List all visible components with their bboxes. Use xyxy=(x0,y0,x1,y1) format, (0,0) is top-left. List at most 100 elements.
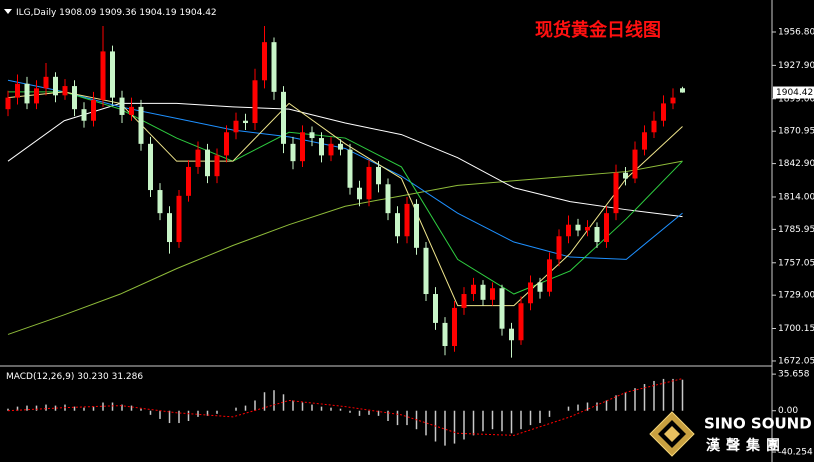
candle-body xyxy=(404,203,410,237)
y-tick-label: 0.00 xyxy=(778,406,798,416)
candle-body xyxy=(575,224,581,231)
candle-body xyxy=(433,294,438,323)
candle-body xyxy=(499,288,505,329)
y-tick-label: 1899.00 xyxy=(778,94,814,104)
candle-body xyxy=(186,166,191,196)
candle-body xyxy=(262,42,267,81)
chart-title: 现货黄金日线图 xyxy=(535,19,661,41)
candle-body xyxy=(452,307,457,347)
candle-body xyxy=(490,288,495,300)
candle-body xyxy=(604,213,609,243)
candle-body xyxy=(376,166,381,185)
candle-body xyxy=(385,184,391,214)
candle-body xyxy=(138,106,144,144)
candle-body xyxy=(205,149,210,177)
candle-body xyxy=(34,88,39,104)
candle-body xyxy=(290,143,296,162)
candle-body xyxy=(480,284,486,300)
y-tick-label: 1870.95 xyxy=(778,127,814,137)
candle-body xyxy=(271,42,277,92)
candle-body xyxy=(528,282,533,304)
candle-body xyxy=(366,166,372,200)
candle-body xyxy=(642,132,647,150)
candle-body xyxy=(15,83,20,98)
high-readout: 1909.36 xyxy=(99,8,136,18)
logo-subtitle: 漢聲集團 xyxy=(706,437,786,454)
y-tick-label: 1814.00 xyxy=(778,192,814,202)
candle-body xyxy=(623,172,628,179)
y-tick-label: -40.254 xyxy=(778,448,813,458)
candle-body xyxy=(414,203,419,248)
candle-body xyxy=(547,259,552,292)
y-tick-label: 1785.95 xyxy=(778,225,814,235)
macd-readout: MACD(12,26,9) 30.230 31.286 xyxy=(6,372,143,382)
y-tick-label: 1927.90 xyxy=(778,61,814,71)
candle-body xyxy=(214,155,220,177)
candle-body xyxy=(62,86,68,96)
candle-body xyxy=(319,138,324,156)
logo: SINO SOUND 漢聲集團 xyxy=(649,411,812,457)
candle-body xyxy=(471,284,476,295)
candle-body xyxy=(442,322,448,347)
candle-body xyxy=(81,109,87,121)
candle-body xyxy=(5,97,11,110)
candle-body xyxy=(91,99,96,121)
signal-line xyxy=(7,378,683,436)
y-tick-label: 1700.15 xyxy=(778,324,814,334)
logo-name: SINO SOUND xyxy=(704,415,812,433)
candle-body xyxy=(148,143,153,191)
candle-body xyxy=(100,51,106,100)
y-tick-label: 1672.05 xyxy=(778,356,814,366)
macd-value: 30.230 xyxy=(77,372,109,382)
candle-body xyxy=(233,120,239,133)
y-tick-label: 1842.90 xyxy=(778,159,814,169)
y-tick-label: 1757.05 xyxy=(778,258,814,268)
candle-body xyxy=(224,132,229,156)
candle-body xyxy=(252,80,258,124)
candle-body xyxy=(195,149,201,167)
candle-body xyxy=(167,213,172,243)
candle-body xyxy=(585,227,590,231)
candle-body xyxy=(594,227,600,243)
candle-body xyxy=(24,83,30,104)
candle-body xyxy=(176,195,182,243)
symbol: ILG,Daily xyxy=(16,8,57,18)
candle-body xyxy=(395,213,400,237)
y-tick-label: 1729.00 xyxy=(778,291,814,301)
candle-body xyxy=(566,224,571,237)
candle-body xyxy=(157,190,163,214)
logo-emblem-core xyxy=(664,426,680,442)
open-readout: 1908.09 xyxy=(59,8,96,18)
candle-body xyxy=(281,91,286,144)
y-tick-label: 35.658 xyxy=(778,370,810,380)
low-readout: 1904.19 xyxy=(139,8,176,18)
candle-body xyxy=(613,172,619,214)
price-tag-label: 1904.42 xyxy=(776,88,813,98)
plot: 1956.80 1927.90 1899.00 1870.95 1842.90 1814.… xyxy=(5,25,814,458)
y-tick-label: 1956.80 xyxy=(778,28,814,38)
candle-body xyxy=(661,103,666,121)
candle-body xyxy=(537,282,543,292)
candle-body xyxy=(518,303,524,341)
candle-body xyxy=(423,247,429,295)
candle-body xyxy=(680,88,685,93)
candle-body xyxy=(328,143,334,156)
candle-body xyxy=(119,97,125,115)
candle-body xyxy=(347,149,353,188)
candle-body xyxy=(461,294,467,308)
candle-body xyxy=(509,328,514,341)
macd-name: MACD(12,26,9) xyxy=(6,372,74,382)
candle-body xyxy=(357,187,362,200)
symbol-readout: ILG,Daily 1908.09 1909.36 1904.19 1904.4… xyxy=(16,8,217,18)
candle-body xyxy=(651,120,657,133)
candle-body xyxy=(110,51,115,98)
menu-arrow xyxy=(4,9,12,14)
candle-body xyxy=(53,76,58,96)
candle-body xyxy=(43,76,49,89)
candle-body xyxy=(632,149,638,179)
candle-body xyxy=(309,132,315,139)
moving-average xyxy=(7,160,683,335)
candle-body xyxy=(243,120,248,124)
close-readout: 1904.42 xyxy=(179,8,216,18)
